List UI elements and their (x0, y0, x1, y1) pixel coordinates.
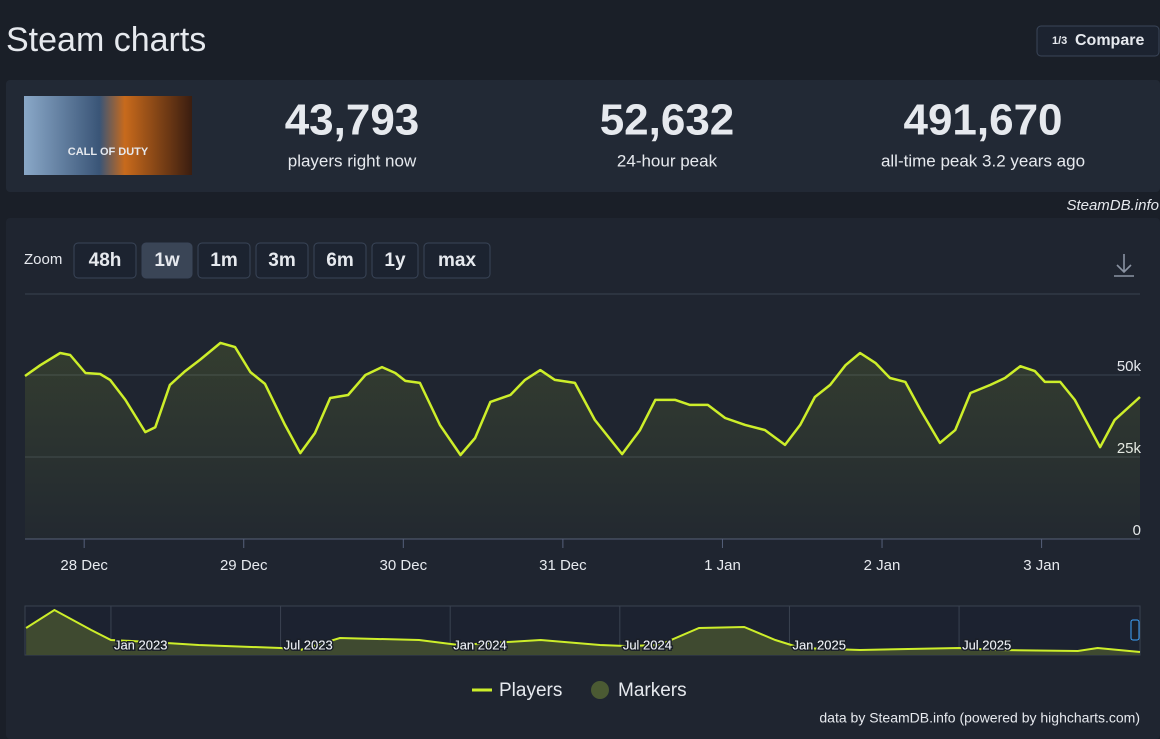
navigator-tick-label: Jan 2024 (453, 637, 507, 652)
zoom-option: 1y (384, 250, 406, 271)
x-tick-label: 30 Dec (380, 557, 428, 574)
zoom-option: 3m (268, 250, 295, 271)
zoom-button[interactable] (73, 242, 137, 279)
download-glyph (1114, 254, 1134, 277)
zoom-option: 48h (89, 250, 122, 271)
compare-icon: 1/3 (1052, 35, 1067, 47)
stat-value: 491,670 (903, 96, 1062, 145)
zoom-option: 1w (154, 250, 180, 271)
navigator-line (25, 608, 1141, 653)
stat-value: 43,793 (285, 96, 420, 145)
zoom-button[interactable] (423, 242, 491, 279)
zoom-option: 1m (210, 250, 237, 271)
source-label: SteamDB.info (1066, 197, 1159, 214)
zoom-option: max (438, 250, 476, 271)
x-tick-label: 31 Dec (539, 557, 587, 574)
stats-card (6, 80, 1160, 192)
x-tick-label: 28 Dec (60, 557, 108, 574)
y-tick-label: 50k (1117, 358, 1142, 375)
x-tick-label: 1 Jan (704, 557, 741, 574)
compare-label: Compare (1075, 32, 1144, 49)
series-line (24, 341, 1141, 457)
zoom-button[interactable] (197, 242, 251, 279)
navigator-tick-label: Jul 2025 (962, 637, 1011, 652)
stat-label: 24-hour peak (617, 151, 718, 170)
navigator-tick-label: Jul 2023 (284, 637, 333, 652)
navigator-tick-label: Jan 2023 (114, 637, 168, 652)
zoom-label: Zoom (24, 251, 62, 268)
x-tick-label: 29 Dec (220, 557, 268, 574)
zoom-button[interactable] (313, 242, 367, 279)
navigator-tick-label: Jul 2023 (284, 637, 333, 652)
credits: data by SteamDB.info (powered by highcha… (819, 710, 1140, 726)
legend-label[interactable]: Players (499, 680, 562, 701)
area-fill (25, 342, 1140, 539)
zoom-button[interactable] (141, 242, 193, 279)
navigator-handle[interactable] (1130, 619, 1140, 641)
navigator-tick-label: Jan 2024 (453, 637, 507, 652)
navigator-tick-label: Jul 2025 (962, 637, 1011, 652)
x-tick-label: 2 Jan (864, 557, 901, 574)
legend-dot (591, 681, 609, 699)
navigator-tick-label: Jul 2024 (623, 637, 672, 652)
zoom-button[interactable] (371, 242, 419, 279)
download-icon[interactable] (1114, 254, 1134, 277)
stat-label: all-time peak 3.2 years ago (881, 151, 1085, 170)
zoom-button[interactable] (255, 242, 309, 279)
game-cover (24, 96, 192, 175)
zoom-option: 6m (326, 250, 353, 271)
navigator-tick-label: Jan 2023 (114, 637, 168, 652)
stat-label: players right now (288, 151, 417, 170)
compare-button[interactable] (1036, 25, 1160, 57)
navigator-tick-label: Jan 2025 (792, 637, 846, 652)
x-tick-label: 3 Jan (1023, 557, 1060, 574)
legend-label[interactable]: Markers (618, 680, 687, 701)
navigator-tick-label: Jul 2024 (623, 637, 672, 652)
navigator-tick-label: Jan 2025 (792, 637, 846, 652)
page-title: Steam charts (6, 21, 206, 59)
stat-value: 52,632 (600, 96, 735, 145)
game-logo: CALL OF DUTY (68, 146, 149, 158)
